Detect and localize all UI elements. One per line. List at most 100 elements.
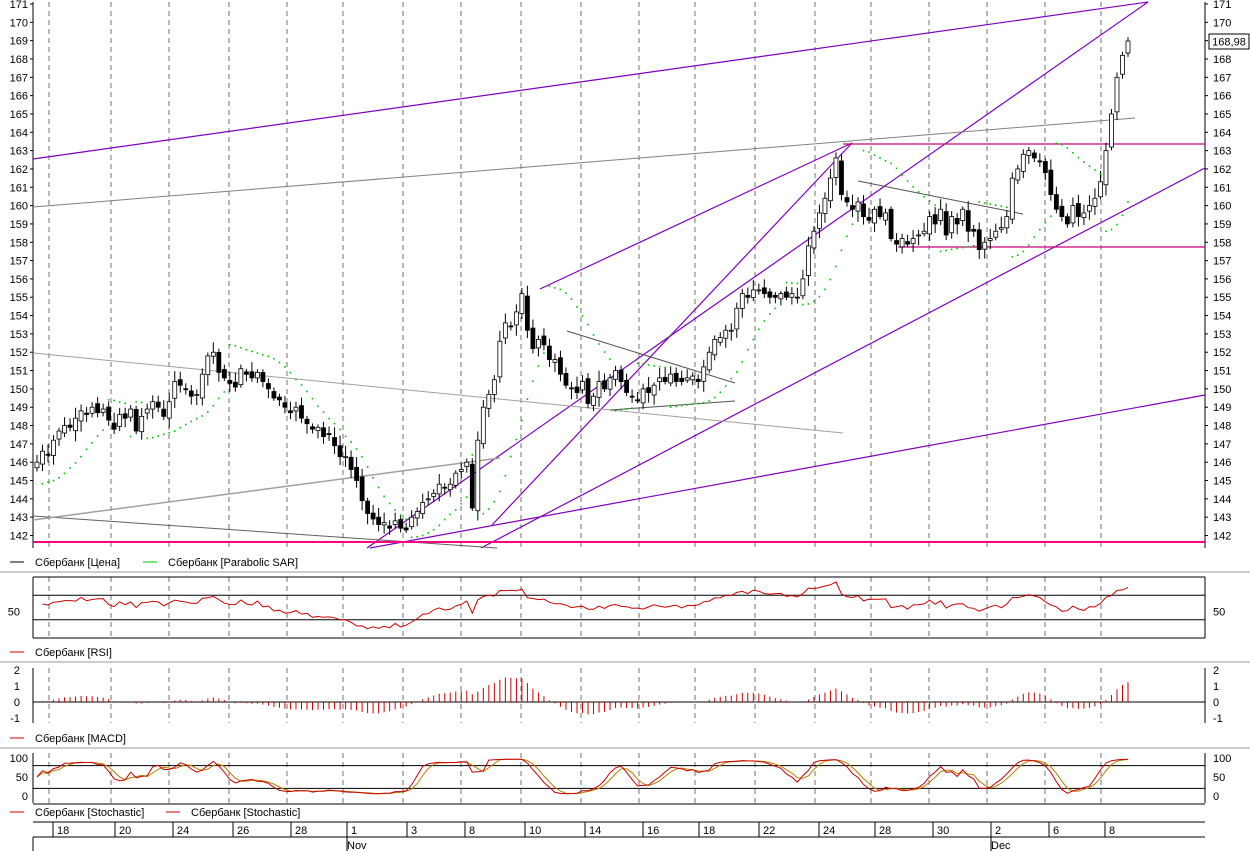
candle (40, 444, 45, 471)
y-tick-label-right: 144 (1213, 494, 1231, 506)
y-tick-label-right: 142 (1213, 531, 1231, 543)
y-tick-label-right: 158 (1213, 237, 1231, 249)
candle-body (227, 380, 233, 384)
y-tick-label-left: 165 (10, 109, 28, 121)
sar-dot (680, 404, 683, 407)
y-tick-label-right: 143 (1213, 512, 1231, 524)
sar-dot (135, 400, 137, 403)
sar-dot (934, 204, 936, 206)
sar-dot (1044, 221, 1047, 224)
sar-dot (240, 346, 242, 349)
candle-body (932, 214, 938, 225)
sar-dot (251, 350, 253, 353)
candle (1125, 37, 1131, 57)
candle-body (916, 234, 922, 237)
sar-dot (636, 362, 639, 365)
sar-dot (311, 397, 314, 400)
month-label: Dec (991, 840, 1011, 851)
candle (894, 233, 899, 252)
sar-dot (559, 288, 562, 291)
sar-dot (1094, 169, 1096, 171)
candle-body (1087, 205, 1092, 212)
candle-body (839, 160, 844, 196)
y-tick-label-right: 159 (1213, 219, 1231, 231)
candle-body (1037, 160, 1043, 163)
candle-body (475, 439, 481, 512)
y-tick-label-left: 169 (10, 36, 28, 48)
candle (1048, 159, 1054, 201)
sar-dot (983, 202, 986, 204)
candle-body (205, 355, 211, 376)
candle-body (128, 408, 134, 418)
candle (1076, 194, 1081, 227)
candle (624, 373, 629, 397)
price-y-axis: 142 142 143 143 144 144 145 145 146 146 147 147 148 1… (10, 0, 1232, 543)
sar-dot (829, 278, 832, 281)
candle (409, 510, 415, 530)
y-tick-label-left: 160 (10, 201, 28, 213)
candle (475, 431, 481, 521)
candle-body (872, 208, 877, 224)
date-tick-label: 8 (469, 825, 475, 837)
candle (45, 444, 51, 463)
candle-body (95, 403, 101, 414)
sar-dot (333, 422, 336, 425)
candle-body (304, 418, 310, 425)
candle (602, 373, 607, 393)
sar-dot (603, 351, 606, 353)
sar-dot (1028, 244, 1030, 246)
candle (552, 353, 558, 372)
date-tick-label: 1 (351, 825, 357, 837)
y-tick-label-left: 143 (10, 512, 28, 524)
sar-dot (471, 454, 474, 456)
candle (1009, 172, 1015, 224)
candle (530, 319, 536, 354)
candle-body (293, 406, 299, 412)
candle (982, 237, 988, 259)
sar-dot (708, 400, 711, 402)
sar-dot (543, 352, 545, 354)
y-tick-label-left: 156 (10, 274, 28, 286)
candle (745, 287, 751, 304)
sar-dot (295, 378, 297, 381)
candle (508, 321, 514, 331)
y-tick-label-left: 170 (10, 17, 28, 29)
candle (128, 405, 134, 422)
candle-body (183, 388, 189, 391)
sar-dot (328, 417, 330, 420)
date-tick-label: 18 (703, 825, 715, 837)
date-tick-label: 28 (879, 825, 891, 837)
candle-body (767, 291, 773, 298)
sar-dot (146, 437, 149, 440)
sar-dot (41, 482, 44, 485)
sar-dot (780, 302, 782, 305)
sar-dot (548, 285, 551, 288)
candle (188, 384, 194, 405)
sar-dot (229, 344, 231, 346)
sar-dot (184, 423, 187, 426)
candle (497, 330, 503, 383)
candle (122, 407, 128, 428)
candle-body (332, 437, 337, 447)
candle-body (866, 216, 872, 221)
candle (255, 369, 260, 383)
candle (1064, 213, 1070, 228)
candle (332, 427, 337, 454)
sar-dot (802, 303, 804, 306)
candle (403, 522, 409, 533)
candle (458, 463, 464, 479)
candle-body (828, 177, 833, 202)
candle-body (745, 294, 751, 298)
sar-dot (1121, 214, 1124, 217)
candle-body (717, 337, 723, 343)
y-tick-label-right: 151 (1213, 366, 1231, 378)
sar-dot (173, 430, 176, 432)
candle (166, 392, 172, 428)
candle-body (657, 377, 663, 382)
candle-body (1026, 150, 1032, 156)
y-tick-label-right: 164 (1213, 127, 1231, 139)
candle (965, 201, 971, 243)
candle-body (56, 430, 62, 440)
candle-body (315, 426, 321, 432)
